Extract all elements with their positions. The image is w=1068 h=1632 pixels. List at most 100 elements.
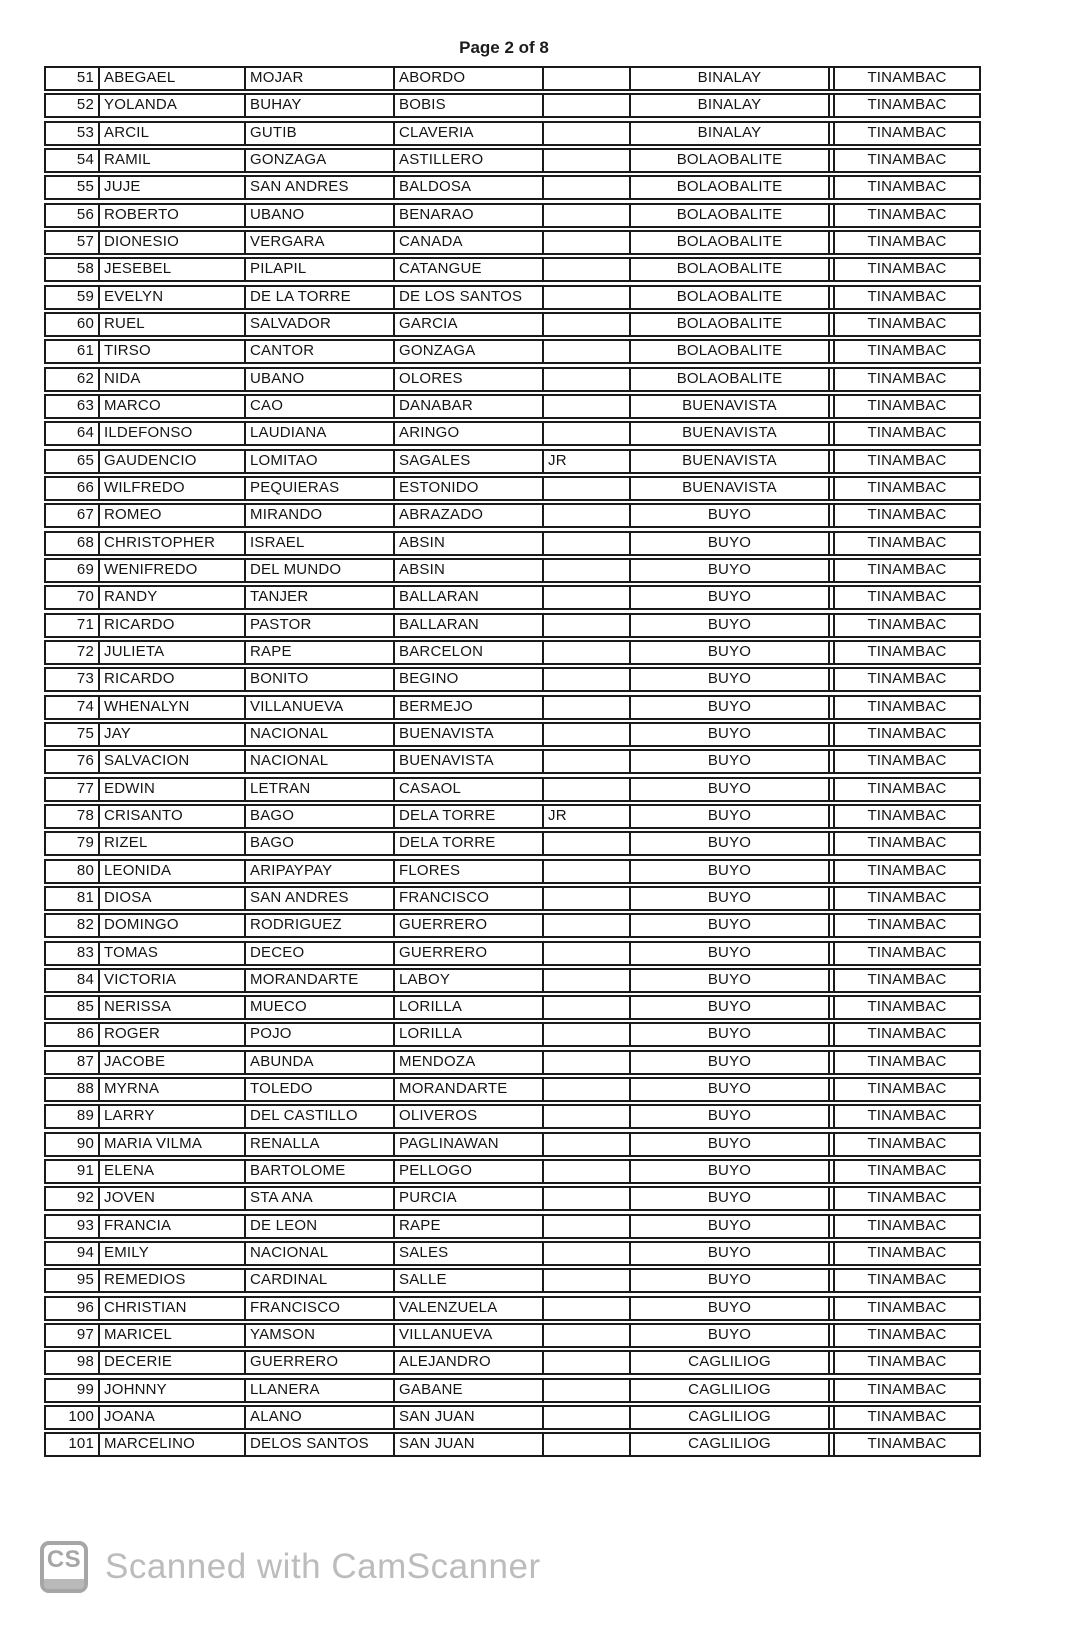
cell-last-name: SAN JUAN bbox=[393, 1434, 542, 1456]
cell-row-number: 76 bbox=[76, 752, 94, 770]
cell-last-name: BALLARAN bbox=[393, 614, 542, 636]
cell-last-name: PELLOGO bbox=[393, 1161, 542, 1183]
cell-row-number: 68 bbox=[76, 533, 94, 551]
cell-middle-name: DEL CASTILLO bbox=[244, 1106, 393, 1128]
cell-middle-name: POJO bbox=[244, 1024, 393, 1046]
cell-middle-name: LAUDIANA bbox=[244, 423, 393, 445]
cell-municipality: TINAMBAC bbox=[833, 1243, 979, 1265]
cell-last-name: GONZAGA bbox=[393, 341, 542, 363]
cell-row-number: 51 bbox=[76, 69, 94, 86]
cell-municipality: TINAMBAC bbox=[833, 204, 979, 226]
cell-row-number: 64 bbox=[76, 424, 94, 442]
table-row: 63 MARCO CAO DANABAR BUENAVISTA TINAMBAC bbox=[44, 393, 981, 419]
cell-first-name: JULIETA bbox=[98, 641, 244, 663]
cell-suffix bbox=[542, 395, 629, 417]
cell-row-number: 56 bbox=[76, 205, 94, 223]
cell-last-name: LABOY bbox=[393, 969, 542, 991]
cell-barangay: BUYO bbox=[629, 942, 830, 964]
cell-last-name: SAGALES bbox=[393, 450, 542, 472]
cell-last-name: ABSIN bbox=[393, 532, 542, 554]
cell-middle-name: NACIONAL bbox=[244, 723, 393, 745]
cell-barangay: BUENAVISTA bbox=[629, 395, 830, 417]
table-row: 53 ARCIL GUTIB CLAVERIA BINALAY TINAMBAC bbox=[44, 120, 981, 146]
page-number: Page 2 of 8 bbox=[459, 38, 549, 57]
cell-first-name: ROBERTO bbox=[98, 204, 244, 226]
cell-suffix bbox=[542, 833, 629, 855]
cell-row-number: 69 bbox=[76, 560, 94, 578]
cell-suffix bbox=[542, 1407, 629, 1429]
cell-last-name: BERMEJO bbox=[393, 696, 542, 718]
cell-municipality: TINAMBAC bbox=[833, 1270, 979, 1292]
cell-row-number: 82 bbox=[76, 916, 94, 934]
cell-suffix bbox=[542, 149, 629, 171]
cell-barangay: BUYO bbox=[629, 1106, 830, 1128]
table-row: 97 MARICEL YAMSON VILLANUEVA BUYO TINAMB… bbox=[44, 1323, 981, 1349]
cell-middle-name: PILAPIL bbox=[244, 259, 393, 281]
cell-last-name: ABORDO bbox=[393, 68, 542, 89]
cell-row-number: 91 bbox=[76, 1162, 94, 1180]
table-row: 61 TIRSO CANTOR GONZAGA BOLAOBALITE TINA… bbox=[44, 339, 981, 365]
cell-row-number: 58 bbox=[76, 260, 94, 278]
cell-last-name: ARINGO bbox=[393, 423, 542, 445]
cell-first-name: EMILY bbox=[98, 1243, 244, 1265]
cell-middle-name: SAN ANDRES bbox=[244, 887, 393, 909]
cell-row-number: 62 bbox=[76, 369, 94, 387]
table-row: 84 VICTORIA MORANDARTE LABOY BUYO TINAMB… bbox=[44, 967, 981, 993]
cell-barangay: BINALAY bbox=[629, 122, 830, 144]
table-row: 85 NERISSA MUECO LORILLA BUYO TINAMBAC bbox=[44, 995, 981, 1021]
cell-row-number: 92 bbox=[76, 1189, 94, 1207]
cell-barangay: BOLAOBALITE bbox=[629, 313, 830, 335]
camscanner-logo-icon: CS bbox=[40, 1541, 88, 1593]
cell-last-name: BOBIS bbox=[393, 95, 542, 117]
table-row: 69 WENIFREDO DEL MUNDO ABSIN BUYO TINAMB… bbox=[44, 557, 981, 583]
cell-row-number: 63 bbox=[76, 396, 94, 414]
cell-last-name: LORILLA bbox=[393, 997, 542, 1019]
cell-row-number: 79 bbox=[76, 834, 94, 852]
cell-barangay: BUENAVISTA bbox=[629, 450, 830, 472]
cell-row-number: 70 bbox=[76, 588, 94, 606]
cell-municipality: TINAMBAC bbox=[833, 313, 979, 335]
cell-row-number: 96 bbox=[76, 1298, 94, 1316]
table-row: 74 WHENALYN VILLANUEVA BERMEJO BUYO TINA… bbox=[44, 694, 981, 720]
cell-last-name: PAGLINAWAN bbox=[393, 1133, 542, 1155]
table-row: 58 JESEBEL PILAPIL CATANGUE BOLAOBALITE … bbox=[44, 257, 981, 283]
cell-suffix bbox=[542, 1133, 629, 1155]
table-row: 79 RIZEL BAGO DELA TORRE BUYO TINAMBAC bbox=[44, 831, 981, 857]
cell-last-name: GUERRERO bbox=[393, 942, 542, 964]
cell-first-name: EDWIN bbox=[98, 778, 244, 800]
cell-middle-name: CANTOR bbox=[244, 341, 393, 363]
cell-row-number: 99 bbox=[76, 1380, 94, 1398]
cell-row-number: 61 bbox=[76, 342, 94, 360]
cell-last-name: MENDOZA bbox=[393, 1051, 542, 1073]
cell-first-name: ABEGAEL bbox=[98, 68, 244, 89]
cell-first-name: LEONIDA bbox=[98, 860, 244, 882]
cell-last-name: GARCIA bbox=[393, 313, 542, 335]
cell-municipality: TINAMBAC bbox=[833, 259, 979, 281]
cell-suffix bbox=[542, 286, 629, 308]
cell-row-number: 90 bbox=[76, 1134, 94, 1152]
cell-barangay: BUYO bbox=[629, 1215, 830, 1237]
cell-municipality: TINAMBAC bbox=[833, 751, 979, 773]
cell-municipality: TINAMBAC bbox=[833, 1379, 979, 1401]
cell-last-name: BENARAO bbox=[393, 204, 542, 226]
cell-barangay: BUYO bbox=[629, 1079, 830, 1101]
cell-first-name: WILFREDO bbox=[98, 477, 244, 499]
cell-first-name: DIOSA bbox=[98, 887, 244, 909]
cell-row-number: 81 bbox=[76, 888, 94, 906]
cell-last-name: GUERRERO bbox=[393, 915, 542, 937]
cell-first-name: WHENALYN bbox=[98, 696, 244, 718]
cell-last-name: PURCIA bbox=[393, 1188, 542, 1210]
cell-suffix bbox=[542, 969, 629, 991]
cell-suffix bbox=[542, 1379, 629, 1401]
table-row: 65 GAUDENCIO LOMITAO SAGALES JR BUENAVIS… bbox=[44, 448, 981, 474]
cell-row-number: 57 bbox=[76, 232, 94, 250]
cell-first-name: CRISANTO bbox=[98, 805, 244, 827]
cell-barangay: BUYO bbox=[629, 587, 830, 609]
cell-row-number: 100 bbox=[68, 1408, 94, 1426]
cell-row-number: 93 bbox=[76, 1216, 94, 1234]
cell-municipality: TINAMBAC bbox=[833, 1434, 979, 1456]
cell-row-number: 55 bbox=[76, 178, 94, 196]
cell-middle-name: ISRAEL bbox=[244, 532, 393, 554]
cell-barangay: BOLAOBALITE bbox=[629, 149, 830, 171]
cell-suffix bbox=[542, 641, 629, 663]
